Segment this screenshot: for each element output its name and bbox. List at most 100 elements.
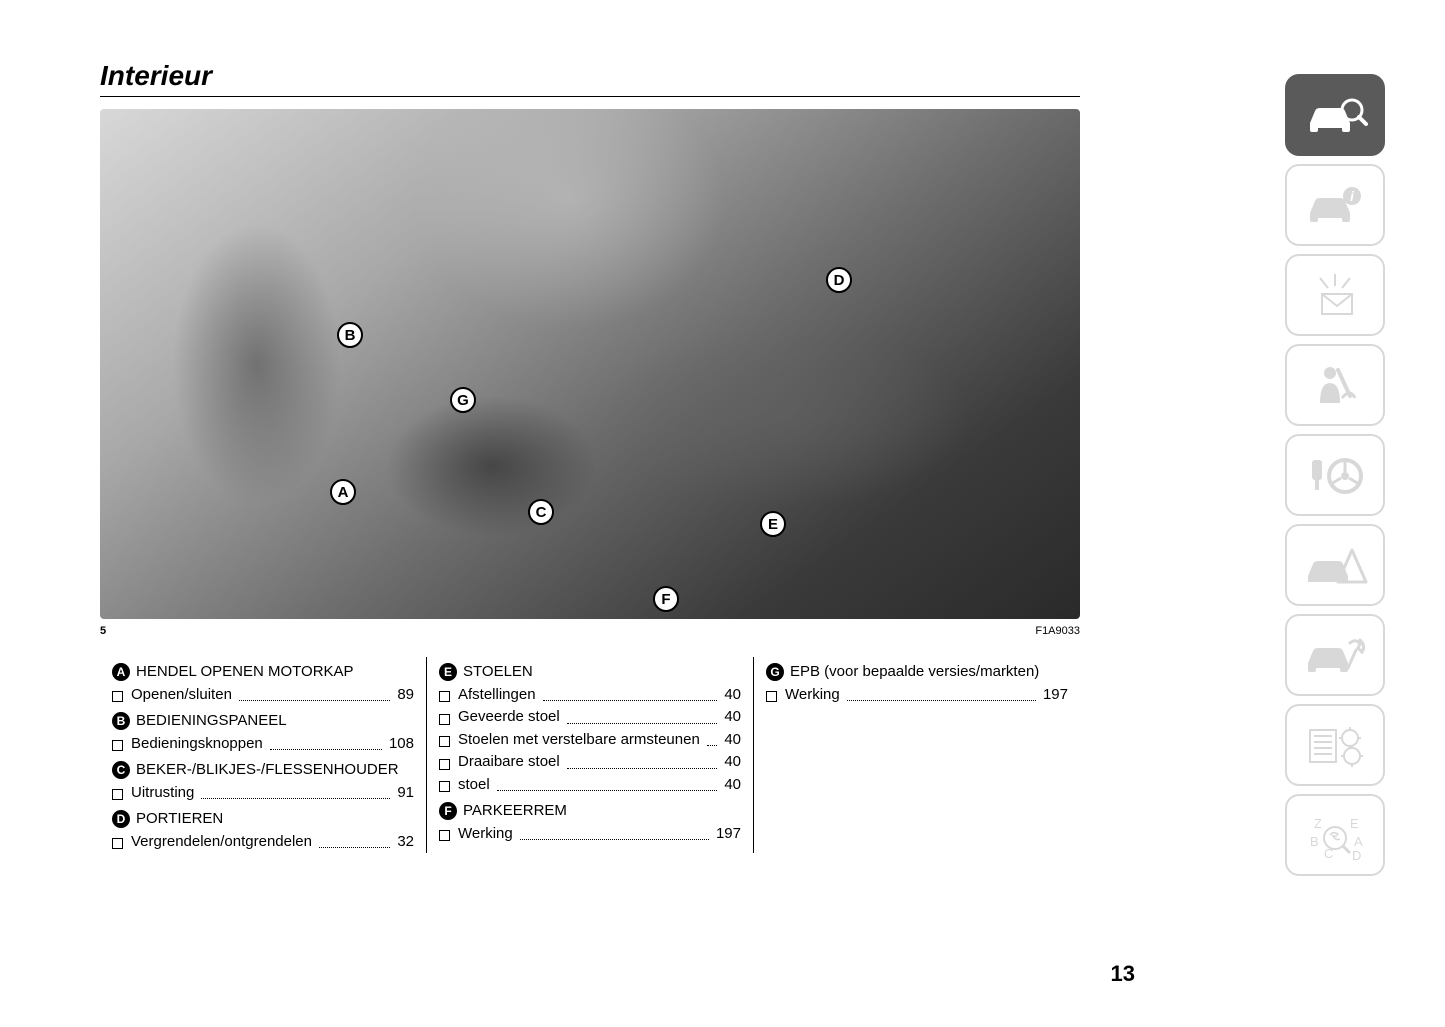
section-heading: G EPB (voor bepaalde versies/markten) bbox=[766, 661, 1068, 684]
section-heading: A HENDEL OPENEN MOTORKAP bbox=[112, 661, 414, 684]
page-number: 13 bbox=[1111, 961, 1135, 987]
index-entry: Vergrendelen/ontgrendelen 32 bbox=[112, 831, 414, 854]
entry-text: Werking bbox=[785, 684, 840, 707]
tab-vehicle-overview[interactable] bbox=[1285, 74, 1385, 156]
leader-dots bbox=[847, 700, 1036, 701]
entry-page: 89 bbox=[397, 684, 414, 707]
svg-text:A: A bbox=[1354, 834, 1363, 849]
entry-text: stoel bbox=[458, 774, 490, 797]
leader-dots bbox=[201, 798, 390, 799]
letter-bullet: F bbox=[439, 802, 457, 820]
tab-lights-messages[interactable] bbox=[1285, 254, 1385, 336]
index-entry: Openen/sluiten 89 bbox=[112, 684, 414, 707]
entry-text: Openen/sluiten bbox=[131, 684, 232, 707]
entry-page: 108 bbox=[389, 733, 414, 756]
svg-text:B: B bbox=[1310, 834, 1319, 849]
tab-starting-driving[interactable] bbox=[1285, 434, 1385, 516]
entry-page: 40 bbox=[724, 706, 741, 729]
leader-dots bbox=[567, 723, 718, 724]
callout-g: G bbox=[450, 387, 476, 413]
leader-dots bbox=[239, 700, 390, 701]
letter-bullet: B bbox=[112, 712, 130, 730]
entry-page: 40 bbox=[724, 729, 741, 752]
entry-text: Geveerde stoel bbox=[458, 706, 560, 729]
leader-dots bbox=[567, 768, 718, 769]
index-entry: Draaibare stoel 40 bbox=[439, 751, 741, 774]
index-entry: Werking 197 bbox=[766, 684, 1068, 707]
section-title: STOELEN bbox=[463, 661, 533, 684]
section-heading: F PARKEERREM bbox=[439, 800, 741, 823]
letter-bullet: D bbox=[112, 810, 130, 828]
index-entry: stoel 40 bbox=[439, 774, 741, 797]
page-title: Interieur bbox=[100, 60, 1080, 97]
section-title: PORTIEREN bbox=[136, 808, 223, 831]
tab-specifications[interactable] bbox=[1285, 704, 1385, 786]
section-title: BEKER-/BLIKJES-/FLESSENHOUDER bbox=[136, 759, 399, 782]
section-title: HENDEL OPENEN MOTORKAP bbox=[136, 661, 354, 684]
letter-bullet: G bbox=[766, 663, 784, 681]
tab-vehicle-info[interactable]: i bbox=[1285, 164, 1385, 246]
letter-bullet: A bbox=[112, 663, 130, 681]
entry-page: 32 bbox=[397, 831, 414, 854]
entry-text: Vergrendelen/ontgrendelen bbox=[131, 831, 312, 854]
index-column: ESTOELENAfstellingen40Geveerde stoel40St… bbox=[427, 657, 754, 853]
square-bullet-icon bbox=[112, 740, 123, 751]
callout-e: E bbox=[760, 511, 786, 537]
square-bullet-icon bbox=[439, 714, 450, 725]
entry-page: 40 bbox=[724, 684, 741, 707]
square-bullet-icon bbox=[766, 691, 777, 702]
letter-bullet: C bbox=[112, 761, 130, 779]
tab-index[interactable]: ZEBACD bbox=[1285, 794, 1385, 876]
entry-page: 40 bbox=[724, 774, 741, 797]
side-tabs: iZEBACD bbox=[1285, 74, 1385, 876]
entry-page: 40 bbox=[724, 751, 741, 774]
figure-container: ABCDEFG F1A9033 bbox=[100, 109, 1080, 619]
index-entry: Uitrusting 91 bbox=[112, 782, 414, 805]
tab-emergency[interactable] bbox=[1285, 524, 1385, 606]
leader-dots bbox=[707, 745, 718, 746]
section-heading: B BEDIENINGSPANEEL bbox=[112, 710, 414, 733]
section-title: BEDIENINGSPANEEL bbox=[136, 710, 287, 733]
square-bullet-icon bbox=[439, 736, 450, 747]
square-bullet-icon bbox=[112, 691, 123, 702]
entry-text: Draaibare stoel bbox=[458, 751, 560, 774]
leader-dots bbox=[270, 749, 382, 750]
section-title: EPB (voor bepaalde versies/markten) bbox=[790, 661, 1039, 684]
leader-dots bbox=[319, 847, 390, 848]
index-column: G EPB (voor bepaalde versies/markten)Werk… bbox=[754, 657, 1080, 853]
square-bullet-icon bbox=[439, 781, 450, 792]
square-bullet-icon bbox=[439, 759, 450, 770]
entry-text: Afstellingen bbox=[458, 684, 536, 707]
entry-page: 91 bbox=[397, 782, 414, 805]
index-columns: A HENDEL OPENEN MOTORKAPOpenen/sluiten 89 B… bbox=[100, 657, 1080, 853]
entry-text: Werking bbox=[458, 823, 513, 846]
leader-dots bbox=[497, 790, 718, 791]
svg-text:D: D bbox=[1352, 848, 1361, 863]
callout-b: B bbox=[337, 322, 363, 348]
square-bullet-icon bbox=[112, 789, 123, 800]
index-entry: Geveerde stoel 40 bbox=[439, 706, 741, 729]
entry-page: 197 bbox=[1043, 684, 1068, 707]
callout-f: F bbox=[653, 586, 679, 612]
index-entry: Bedieningsknoppen108 bbox=[112, 733, 414, 756]
svg-text:Z: Z bbox=[1314, 816, 1322, 831]
square-bullet-icon bbox=[439, 830, 450, 841]
tab-maintenance[interactable] bbox=[1285, 614, 1385, 696]
leader-dots bbox=[520, 839, 709, 840]
letter-bullet: E bbox=[439, 663, 457, 681]
interior-illustration bbox=[100, 109, 1080, 619]
index-entry: Stoelen met verstelbare armsteunen 40 bbox=[439, 729, 741, 752]
tab-safety[interactable] bbox=[1285, 344, 1385, 426]
svg-text:E: E bbox=[1350, 816, 1359, 831]
square-bullet-icon bbox=[112, 838, 123, 849]
figure-code: F1A9033 bbox=[1035, 625, 1080, 637]
index-entry: Werking 197 bbox=[439, 823, 741, 846]
index-column: A HENDEL OPENEN MOTORKAPOpenen/sluiten 89 B… bbox=[100, 657, 427, 853]
entry-page: 197 bbox=[716, 823, 741, 846]
section-title: PARKEERREM bbox=[463, 800, 567, 823]
entry-text: Stoelen met verstelbare armsteunen bbox=[458, 729, 700, 752]
callout-a: A bbox=[330, 479, 356, 505]
entry-text: Uitrusting bbox=[131, 782, 194, 805]
section-heading: E STOELEN bbox=[439, 661, 741, 684]
square-bullet-icon bbox=[439, 691, 450, 702]
